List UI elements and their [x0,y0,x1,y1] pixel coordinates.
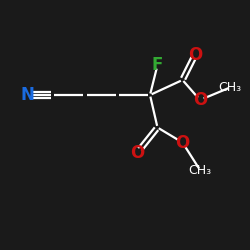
Text: O: O [188,46,202,64]
Text: O: O [130,144,144,162]
Text: F: F [152,56,163,74]
Text: O: O [193,91,207,109]
Text: O: O [176,134,190,152]
Text: CH₃: CH₃ [218,81,242,94]
Text: N: N [20,86,34,104]
Text: CH₃: CH₃ [188,164,212,176]
